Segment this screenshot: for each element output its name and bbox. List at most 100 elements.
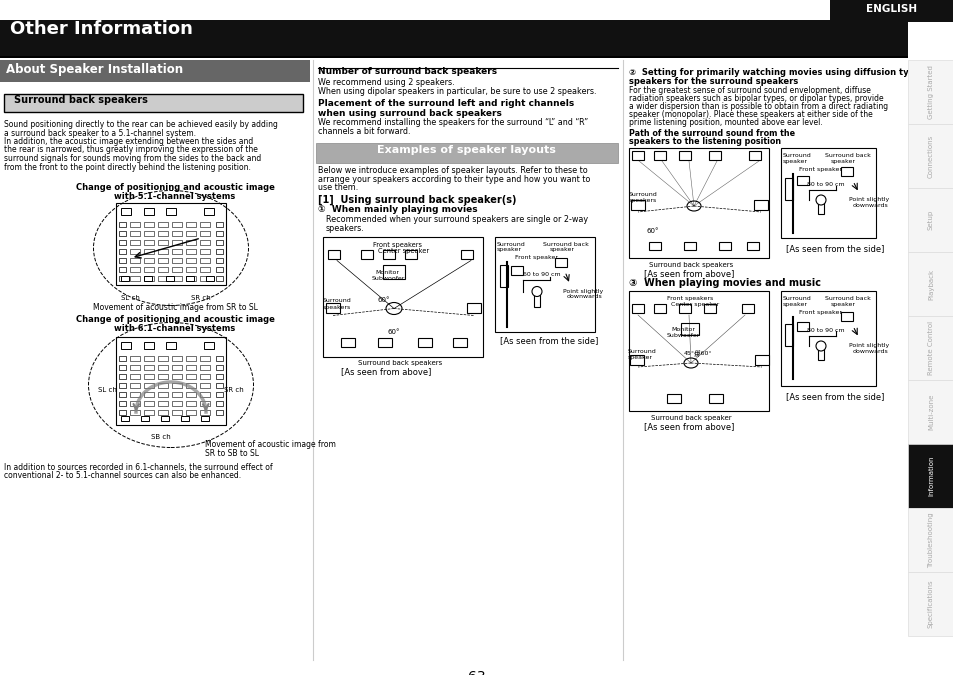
Circle shape [815, 195, 825, 205]
Bar [841, 167, 852, 176]
Bar [784, 324, 792, 346]
Bar [200, 383, 210, 388]
Bar [200, 267, 210, 272]
Bar [781, 291, 875, 386]
Bar [158, 267, 168, 272]
Text: Surround back: Surround back [824, 296, 870, 301]
Bar [158, 240, 168, 245]
Bar [340, 338, 355, 346]
Bar [144, 410, 153, 415]
Bar [144, 383, 153, 388]
Bar [186, 383, 195, 388]
Text: Placement of the surround left and right channels: Placement of the surround left and right… [317, 99, 574, 108]
Bar [186, 267, 195, 272]
Bar [119, 240, 126, 245]
Bar [130, 231, 140, 236]
Text: downwards: downwards [852, 349, 888, 354]
Bar [746, 242, 759, 250]
Bar [200, 249, 210, 254]
Bar [186, 231, 195, 236]
Bar [130, 401, 140, 406]
Text: Point slightly: Point slightly [848, 197, 888, 202]
Circle shape [815, 341, 825, 351]
Bar [186, 410, 195, 415]
Text: radiation speakers such as bipolar types, or dipolar types, provide: radiation speakers such as bipolar types… [628, 94, 882, 103]
Bar [499, 265, 507, 286]
Bar [382, 265, 405, 279]
Text: SL ch: SL ch [98, 387, 117, 393]
Bar [215, 410, 223, 415]
Bar [186, 356, 195, 361]
Text: Movement of acoustic image from SR to SL: Movement of acoustic image from SR to SL [92, 303, 257, 312]
Text: speaker: speaker [497, 248, 521, 252]
Bar [130, 240, 140, 245]
Bar [907, 124, 953, 188]
Text: Surround back: Surround back [542, 242, 588, 246]
Bar [186, 258, 195, 263]
Bar [166, 342, 175, 349]
Text: Examples of speaker layouts: Examples of speaker layouts [376, 145, 555, 155]
Text: Surround: Surround [782, 153, 811, 158]
Text: We recommend using 2 speakers.: We recommend using 2 speakers. [317, 78, 455, 87]
Text: Front speakers: Front speakers [373, 242, 421, 248]
Text: speakers: speakers [323, 304, 351, 310]
Text: Change of positioning and acoustic image: Change of positioning and acoustic image [75, 315, 274, 324]
Bar [119, 222, 126, 227]
Bar [0, 20, 907, 56]
Bar [121, 416, 129, 421]
Text: 80 to 90 cm: 80 to 90 cm [806, 182, 843, 187]
Bar [326, 302, 339, 313]
Text: Surround back speakers: Surround back speakers [14, 95, 148, 105]
Bar [158, 374, 168, 379]
Text: from the front to the point directly behind the listening position.: from the front to the point directly beh… [4, 163, 251, 171]
Bar [200, 365, 210, 370]
Bar [121, 342, 131, 349]
Text: SL ch: SL ch [121, 295, 140, 301]
Bar [495, 236, 595, 331]
Bar [144, 401, 153, 406]
Text: [As seen from above]: [As seen from above] [643, 269, 734, 278]
Bar [204, 208, 213, 215]
Text: 60°: 60° [388, 329, 400, 335]
Text: Center speaker: Center speaker [377, 248, 429, 254]
Text: Subwoofer: Subwoofer [372, 277, 405, 281]
Text: SR ch: SR ch [191, 295, 211, 301]
Bar [200, 276, 210, 281]
Bar [360, 250, 373, 259]
Bar [119, 231, 126, 236]
Bar [753, 200, 767, 210]
Bar [186, 276, 195, 281]
Bar [631, 151, 643, 160]
Bar [172, 401, 182, 406]
Text: speaker (monopolar). Place these speakers at either side of the: speaker (monopolar). Place these speaker… [628, 110, 872, 119]
Bar [215, 222, 223, 227]
Bar [200, 258, 210, 263]
Bar [631, 304, 643, 313]
Text: 60°: 60° [646, 228, 659, 234]
Bar [781, 148, 875, 238]
Text: ②  Setting for primarily watching movies using diffusion type: ② Setting for primarily watching movies … [628, 68, 920, 77]
Bar [121, 276, 129, 281]
Bar [116, 337, 226, 425]
Bar [158, 401, 168, 406]
Bar [654, 304, 665, 313]
Bar [511, 265, 522, 275]
Text: In addition to sources recorded in 6.1-channels, the surround effect of: In addition to sources recorded in 6.1-c… [4, 463, 273, 472]
Bar [841, 312, 852, 321]
Text: 60 to 90 cm: 60 to 90 cm [522, 273, 560, 277]
Text: Surround: Surround [628, 192, 657, 197]
Bar [708, 394, 722, 403]
Text: Troubleshooting: Troubleshooting [927, 512, 933, 568]
Text: Surround: Surround [627, 349, 656, 354]
Text: speaker: speaker [550, 248, 575, 252]
Text: Specifications: Specifications [927, 580, 933, 628]
Bar [215, 356, 223, 361]
Bar [158, 249, 168, 254]
Bar [907, 316, 953, 380]
Bar [158, 356, 168, 361]
Bar [172, 392, 182, 397]
Bar [121, 208, 131, 215]
Bar [186, 240, 195, 245]
Bar [130, 222, 140, 227]
Bar [186, 374, 195, 379]
